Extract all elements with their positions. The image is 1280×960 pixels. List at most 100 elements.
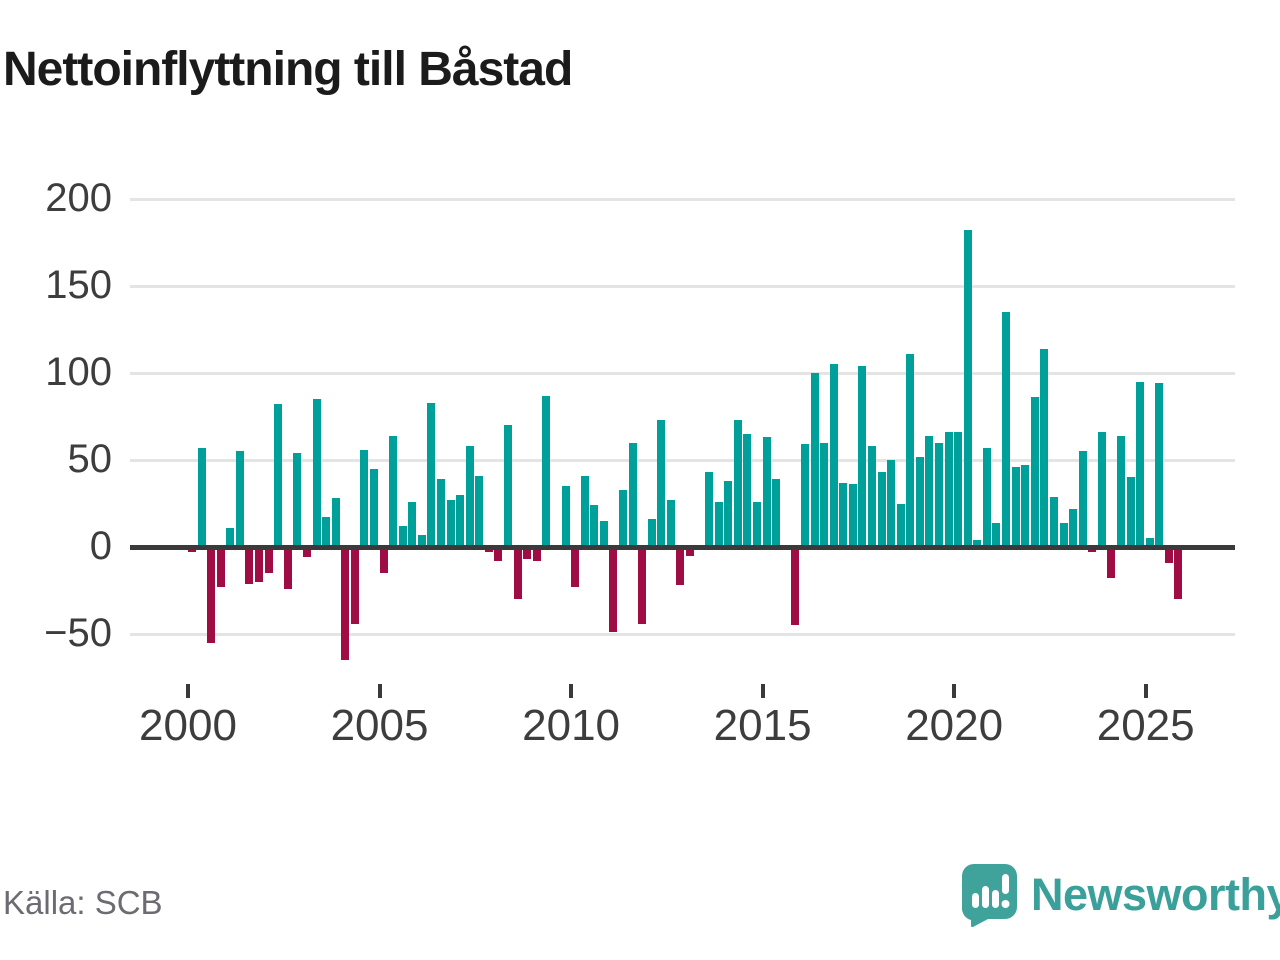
bar — [1002, 312, 1011, 547]
x-axis-label: 2000 — [139, 701, 237, 750]
bar — [580, 475, 589, 547]
gridline-y-150 — [130, 285, 1235, 288]
bar — [676, 547, 685, 586]
bar — [925, 435, 934, 547]
bar — [312, 399, 321, 547]
bar — [283, 547, 292, 589]
gridline-y--50 — [130, 633, 1235, 636]
bar — [389, 435, 398, 547]
bar — [906, 353, 915, 547]
bar — [369, 468, 378, 547]
bar — [896, 503, 905, 547]
bar — [753, 501, 762, 547]
bar — [245, 547, 254, 584]
bar — [561, 486, 570, 547]
bar — [686, 547, 694, 556]
bar — [1097, 432, 1106, 547]
bar — [954, 432, 963, 547]
x-axis-tick — [569, 684, 574, 698]
bar — [350, 547, 359, 624]
bar — [494, 547, 503, 561]
bar — [427, 402, 436, 547]
gridline-y-200 — [130, 198, 1235, 201]
x-axis-label: 2015 — [713, 701, 812, 750]
y-axis-label: 100 — [45, 350, 112, 394]
x-axis-tick — [186, 684, 190, 698]
bar — [523, 547, 532, 560]
bar — [714, 501, 723, 547]
bar — [829, 364, 838, 547]
y-axis-label: 0 — [89, 524, 112, 568]
bar — [456, 494, 465, 547]
x-axis-tick — [1143, 684, 1148, 698]
bar — [226, 527, 235, 547]
bar — [733, 419, 742, 547]
bar — [810, 373, 819, 547]
newsworthy-wordmark: Newsworthy — [1031, 869, 1280, 920]
bar — [944, 432, 953, 547]
bar — [590, 505, 599, 547]
gridline-y-100 — [130, 372, 1235, 375]
x-axis-tick — [952, 684, 957, 698]
bar — [666, 500, 675, 547]
y-axis-label: 150 — [45, 263, 112, 307]
bar — [1011, 466, 1020, 547]
bar — [820, 442, 829, 547]
bar — [1021, 465, 1030, 547]
bar — [935, 442, 943, 547]
bar — [504, 425, 513, 547]
bar — [1049, 496, 1058, 547]
newsworthy-branding: Newsworthy — [961, 863, 1280, 927]
bar — [571, 547, 580, 588]
bar — [800, 444, 809, 547]
bar — [264, 547, 273, 574]
bar — [724, 480, 733, 547]
x-axis-tick — [377, 684, 382, 698]
bar — [599, 520, 608, 547]
bar — [379, 547, 388, 574]
bar — [274, 404, 283, 547]
x-axis-tick — [760, 684, 765, 698]
bar — [877, 472, 886, 547]
bar — [772, 479, 781, 547]
bar — [791, 547, 800, 626]
bar — [1136, 381, 1145, 547]
bar — [293, 453, 302, 547]
x-axis-label: 2020 — [905, 701, 1004, 750]
bar — [398, 526, 407, 547]
newsworthy-logo-icon — [961, 864, 1017, 927]
y-axis-label: −50 — [44, 611, 112, 655]
bar — [839, 482, 848, 547]
bar — [216, 547, 225, 588]
bar — [255, 547, 264, 582]
bar — [235, 451, 244, 547]
bar — [992, 522, 1001, 547]
bar — [982, 447, 991, 547]
bar — [446, 500, 455, 547]
bar — [848, 484, 857, 547]
bar — [858, 366, 867, 547]
bar — [331, 498, 340, 547]
bar — [1145, 538, 1154, 547]
bar — [638, 547, 647, 624]
bar — [1040, 348, 1049, 547]
x-axis-line — [130, 545, 1235, 550]
bar — [1069, 508, 1078, 547]
bar — [197, 447, 206, 547]
bar — [475, 475, 484, 547]
bar — [437, 479, 445, 547]
bar — [542, 395, 551, 547]
chart-title: Nettoinflyttning till Båstad — [3, 43, 573, 96]
bar — [207, 547, 216, 643]
x-axis-label: 2010 — [522, 701, 621, 750]
bar — [360, 449, 369, 547]
bar — [408, 501, 417, 547]
bar — [762, 437, 771, 547]
bar — [302, 547, 311, 558]
bar — [1116, 435, 1125, 547]
y-axis-label: 200 — [45, 176, 112, 220]
bar — [915, 456, 924, 547]
bar — [657, 419, 666, 547]
bar — [513, 547, 522, 600]
